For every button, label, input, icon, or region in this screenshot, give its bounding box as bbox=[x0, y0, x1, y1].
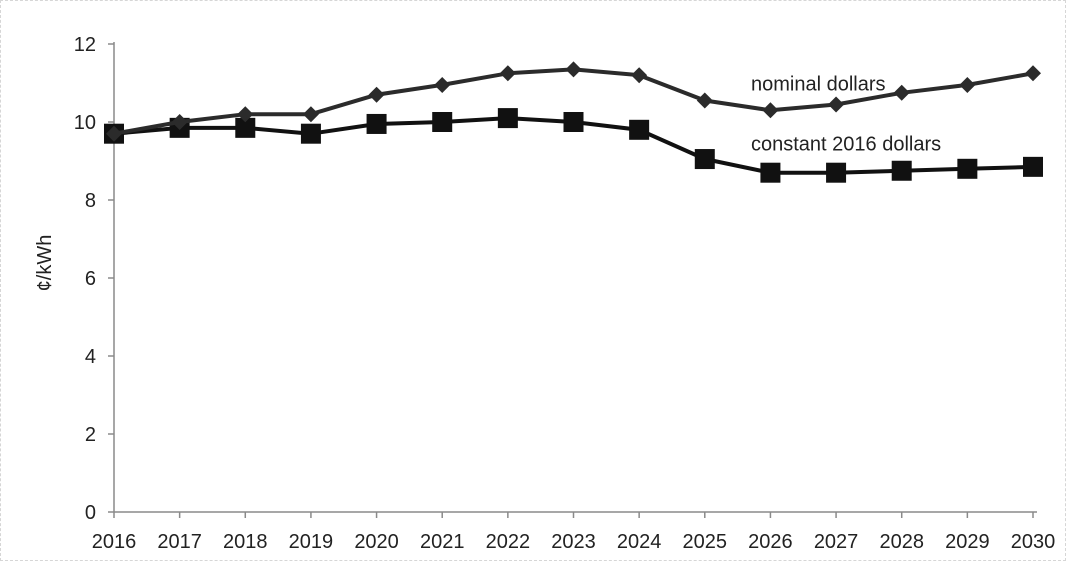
x-tick-label: 2029 bbox=[945, 531, 990, 553]
y-tick-label: 2 bbox=[85, 424, 96, 446]
data-point-square bbox=[497, 108, 518, 129]
x-tick-label: 2024 bbox=[617, 531, 662, 553]
x-tick-label: 2018 bbox=[223, 531, 268, 553]
data-point-diamond bbox=[302, 106, 319, 123]
data-point-diamond bbox=[631, 67, 648, 84]
y-tick-label: 12 bbox=[74, 34, 96, 56]
series-label-nominal: nominal dollars bbox=[751, 73, 886, 95]
data-point-square bbox=[235, 117, 256, 138]
data-point-diamond bbox=[237, 106, 254, 123]
data-point-diamond bbox=[171, 114, 188, 130]
data-point-diamond bbox=[434, 76, 451, 93]
x-tick-label: 2025 bbox=[683, 531, 728, 553]
data-point-square bbox=[563, 112, 584, 132]
y-tick-label: 6 bbox=[85, 268, 96, 290]
data-point-diamond bbox=[499, 65, 516, 82]
data-point-diamond bbox=[828, 96, 845, 113]
data-point-diamond bbox=[696, 92, 713, 109]
data-point-square bbox=[300, 123, 321, 144]
data-point-diamond bbox=[959, 76, 976, 93]
data-point-square bbox=[629, 119, 650, 140]
data-point-square bbox=[432, 112, 453, 132]
data-point-diamond bbox=[368, 86, 385, 103]
x-tick-label: 2017 bbox=[157, 531, 202, 553]
x-tick-label: 2016 bbox=[92, 531, 137, 553]
x-tick-label: 2030 bbox=[1011, 531, 1056, 553]
data-point-square bbox=[957, 158, 978, 179]
data-point-diamond bbox=[762, 102, 779, 119]
series-diamond bbox=[106, 61, 1041, 142]
x-tick-label: 2022 bbox=[486, 531, 531, 553]
x-tick-label: 2027 bbox=[814, 531, 859, 553]
data-point-diamond bbox=[565, 61, 582, 78]
x-tick-label: 2020 bbox=[354, 531, 399, 553]
series-label-constant: constant 2016 dollars bbox=[751, 134, 941, 156]
y-tick-label: 0 bbox=[85, 502, 96, 524]
x-tick-label: 2021 bbox=[420, 531, 465, 553]
series-labels: nominal dollars constant 2016 dollars bbox=[751, 73, 941, 155]
x-tick-label: 2026 bbox=[748, 531, 793, 553]
x-tick-label: 2023 bbox=[551, 531, 596, 553]
x-tick-label: 2019 bbox=[289, 531, 334, 553]
x-tick-labels: 2016 2017 2018 2019 2020 2021 2022 2023 2024 2025… bbox=[92, 512, 1056, 553]
data-point-diamond bbox=[106, 125, 122, 142]
x-tick-label: 2028 bbox=[879, 531, 924, 553]
data-point-square bbox=[826, 162, 847, 183]
data-point-diamond bbox=[1025, 65, 1041, 82]
series-square bbox=[104, 108, 1043, 183]
y-tick-label: 8 bbox=[85, 190, 96, 212]
series-layer bbox=[104, 61, 1043, 183]
data-point-square bbox=[1023, 156, 1043, 177]
data-point-square bbox=[366, 113, 387, 134]
y-tick-labels: 0 2 4 6 8 10 12 bbox=[74, 34, 114, 524]
data-point-diamond bbox=[893, 84, 910, 101]
y-tick-label: 4 bbox=[85, 346, 96, 368]
y-tick-label: 10 bbox=[74, 112, 96, 134]
data-point-square bbox=[760, 162, 781, 183]
data-point-square bbox=[891, 160, 912, 181]
y-axis-title: ¢/kWh bbox=[34, 235, 56, 292]
data-point-square bbox=[694, 149, 715, 170]
